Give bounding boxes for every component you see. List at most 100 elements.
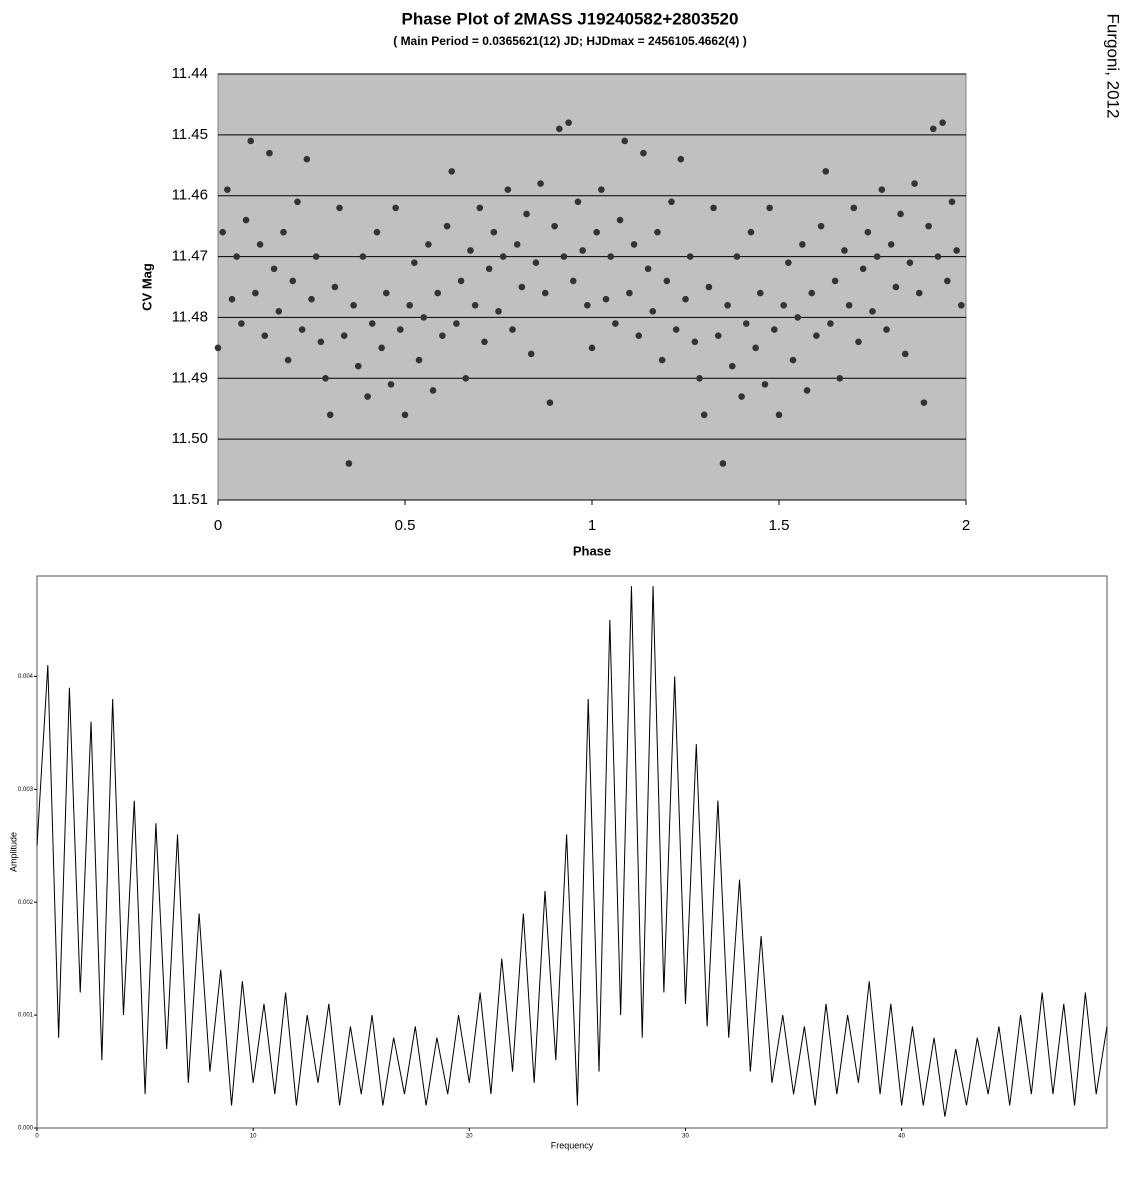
data-point	[214, 344, 222, 352]
data-point	[901, 350, 909, 358]
y-tick-label: 0.003	[18, 787, 34, 793]
data-point	[224, 186, 231, 193]
data-point	[378, 344, 385, 352]
x-tick-label: 1.5	[769, 517, 790, 534]
y-tick-label: 0.002	[18, 900, 34, 906]
data-point	[326, 411, 334, 419]
data-point	[289, 277, 297, 285]
data-point	[434, 289, 442, 297]
data-point	[401, 411, 409, 419]
data-point	[789, 356, 797, 364]
data-point	[546, 399, 554, 406]
data-point	[831, 277, 839, 285]
data-point	[682, 295, 689, 303]
data-point	[612, 320, 619, 327]
data-point	[906, 259, 914, 266]
y-axis-label: Amplitude	[8, 832, 18, 872]
data-point	[794, 314, 801, 321]
data-point	[593, 228, 600, 236]
data-point	[658, 356, 666, 364]
data-point	[312, 253, 320, 260]
chart-title: Phase Plot of 2MASS J19240582+2803520	[402, 9, 739, 28]
data-point	[294, 198, 301, 206]
data-point	[887, 241, 895, 248]
data-point	[873, 253, 881, 260]
data-point	[551, 222, 558, 230]
data-point	[448, 168, 456, 175]
data-point	[841, 247, 848, 254]
x-tick-label: 30	[682, 1134, 689, 1140]
data-point	[859, 265, 867, 273]
data-point	[855, 338, 862, 346]
data-point	[654, 228, 661, 236]
data-point	[509, 326, 516, 333]
data-point	[621, 137, 629, 145]
data-point	[368, 320, 376, 327]
data-point	[420, 314, 428, 321]
data-point	[911, 180, 918, 187]
data-point	[532, 259, 540, 266]
data-point	[350, 301, 357, 309]
credit: Furgoni, 2012	[1104, 14, 1123, 119]
y-tick-label: 11.50	[172, 430, 208, 447]
data-point	[897, 210, 904, 218]
data-point	[219, 228, 226, 236]
data-point	[364, 393, 371, 400]
data-point	[354, 362, 362, 370]
data-point	[845, 301, 853, 309]
data-point	[864, 228, 872, 236]
x-tick-label: 40	[898, 1134, 905, 1140]
y-axis-label: CV Mag	[139, 263, 154, 311]
data-point	[247, 137, 255, 145]
data-point	[850, 204, 858, 212]
data-point	[822, 168, 830, 175]
data-point	[504, 186, 512, 193]
data-point	[242, 216, 250, 224]
data-point	[284, 356, 292, 364]
data-point	[677, 155, 685, 163]
data-point	[560, 253, 568, 260]
data-point	[261, 332, 269, 339]
data-point	[742, 320, 750, 327]
x-tick-label: 1	[588, 517, 596, 534]
data-point	[252, 289, 259, 297]
data-point	[584, 301, 591, 309]
y-tick-label: 0.004	[18, 674, 34, 680]
data-point	[513, 241, 521, 248]
data-point	[668, 198, 675, 206]
chart-subtitle: ( Main Period = 0.0365621(12) JD; HJDmax…	[393, 34, 747, 48]
data-point	[836, 374, 844, 382]
data-point	[948, 198, 956, 206]
data-point	[518, 283, 526, 291]
data-point	[640, 149, 647, 157]
data-point	[308, 295, 315, 303]
data-point	[476, 204, 484, 212]
data-point	[728, 362, 736, 370]
data-point	[228, 295, 236, 303]
data-point	[490, 228, 498, 236]
data-point	[256, 241, 264, 248]
data-point	[462, 374, 470, 382]
data-point	[710, 204, 717, 212]
data-point	[939, 119, 946, 126]
y-tick-label: 0.001	[18, 1013, 34, 1019]
plot-area	[217, 73, 967, 501]
y-tick-label: 11.49	[172, 369, 208, 386]
data-point	[574, 198, 582, 206]
data-point	[383, 289, 390, 297]
data-point	[775, 411, 783, 419]
data-point	[915, 289, 923, 297]
data-point	[303, 155, 311, 163]
plot-area	[36, 575, 1108, 1129]
y-tick-label: 11.47	[172, 248, 208, 265]
data-point	[280, 228, 287, 236]
data-point	[892, 283, 900, 291]
data-point	[817, 222, 825, 230]
data-point	[359, 253, 367, 260]
data-point	[298, 326, 306, 333]
data-point	[766, 204, 773, 212]
data-point	[607, 253, 614, 260]
x-tick-label: 0	[214, 517, 222, 534]
data-point	[747, 228, 755, 236]
data-point	[944, 277, 951, 285]
